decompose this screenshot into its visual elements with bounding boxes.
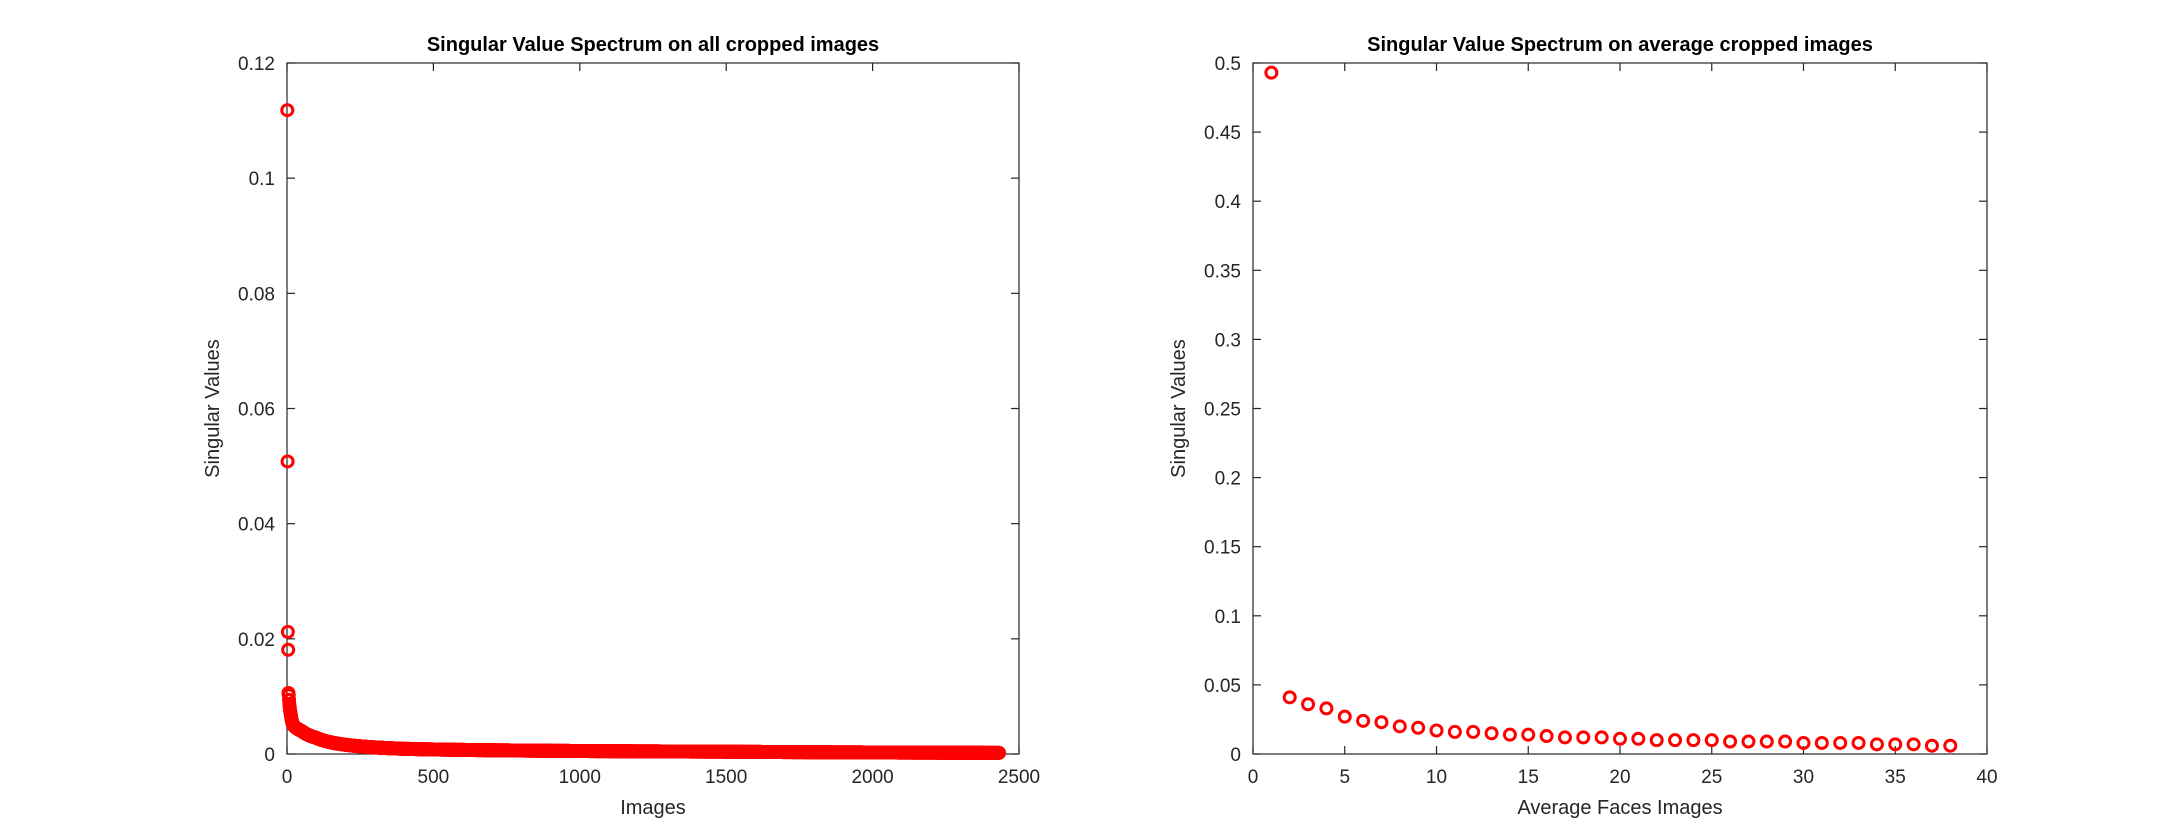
axis-ticks: 0 5 10 15 20 25 30 35 40 0 0.05 0.1 0.15 0.2 0.25 0.3 0.… [1204, 54, 1998, 788]
data-point [1337, 709, 1352, 724]
data-point [1924, 738, 1939, 753]
y-tick-label: 0.2 [1215, 469, 1241, 490]
x-tick-label: 20 [1609, 767, 1630, 788]
y-axis-label: Singular Values [202, 339, 224, 478]
data-point [1411, 720, 1426, 735]
y-tick-label: 0.4 [1215, 192, 1242, 213]
data-point [1264, 65, 1279, 80]
data-point [1668, 733, 1683, 748]
y-tick-label: 0.02 [238, 630, 275, 651]
data-point [1502, 727, 1517, 742]
data-point [1319, 701, 1334, 716]
x-tick-label: 25 [1701, 767, 1722, 788]
data-point [1686, 733, 1701, 748]
data-point [1539, 729, 1554, 744]
data-point [1741, 734, 1756, 749]
data-points [1264, 65, 1958, 753]
data-point [1869, 737, 1884, 752]
data-point [280, 624, 295, 639]
x-tick-label: 5 [1339, 767, 1350, 788]
y-tick-label: 0.12 [238, 54, 275, 75]
y-tick-label: 0.5 [1215, 54, 1241, 75]
x-tick-label: 15 [1518, 767, 1539, 788]
data-point [1704, 733, 1719, 748]
data-point [1374, 715, 1389, 730]
data-point [280, 454, 295, 469]
data-point [1906, 737, 1921, 752]
chart-all-cropped-images: Singular Value Spectrum on all cropped i… [202, 34, 1040, 819]
data-point [1447, 724, 1462, 739]
data-point [1649, 733, 1664, 748]
plot-area-frame [286, 62, 1020, 755]
data-point [1594, 730, 1609, 745]
data-point [1484, 726, 1499, 741]
data-point [281, 642, 296, 657]
data-point [1943, 738, 1958, 753]
y-tick-label: 0.06 [238, 400, 275, 421]
data-point [1814, 735, 1829, 750]
data-point [1833, 735, 1848, 750]
data-point [1613, 731, 1627, 746]
y-axis-label: Singular Values [1168, 339, 1190, 478]
y-tick-label: 0.1 [249, 169, 275, 190]
chart-average-cropped-images: Singular Value Spectrum on average cropp… [1168, 34, 1998, 819]
y-tick-label: 0 [264, 745, 275, 766]
data-point [1888, 737, 1903, 752]
x-tick-label: 2500 [998, 767, 1040, 788]
data-point [1521, 727, 1536, 742]
data-point [1392, 719, 1407, 734]
x-tick-label: 1000 [559, 767, 601, 788]
plot-area-frame [1252, 62, 1988, 755]
x-tick-label: 500 [418, 767, 450, 788]
data-point [1301, 697, 1316, 712]
y-tick-label: 0.15 [1204, 538, 1241, 559]
data-point [1466, 724, 1481, 739]
x-tick-label: 2000 [851, 767, 893, 788]
axis-ticks: 0 500 1000 1500 2000 2500 0 0.02 0.04 0.06 0.08 0.1… [238, 54, 1040, 788]
x-tick-label: 0 [1248, 767, 1259, 788]
y-tick-label: 0.3 [1215, 330, 1241, 351]
data-point [1576, 730, 1591, 745]
x-tick-label: 0 [282, 767, 293, 788]
x-tick-label: 10 [1426, 767, 1447, 788]
data-point [992, 745, 1007, 760]
y-tick-label: 0 [1230, 745, 1241, 766]
data-point [1631, 731, 1646, 746]
data-point [1778, 734, 1793, 749]
x-tick-label: 40 [1976, 767, 1997, 788]
y-tick-label: 0.05 [1204, 676, 1241, 697]
data-point [1759, 734, 1774, 749]
data-point [1557, 730, 1572, 745]
y-tick-label: 0.25 [1204, 400, 1241, 421]
y-tick-label: 0.45 [1204, 123, 1241, 144]
data-point [1282, 690, 1297, 705]
data-points [280, 103, 1007, 760]
y-tick-label: 0.35 [1204, 261, 1241, 282]
y-tick-label: 0.04 [238, 515, 275, 536]
chart-title: Singular Value Spectrum on all cropped i… [427, 34, 879, 56]
y-tick-label: 0.1 [1215, 607, 1241, 628]
data-point [1356, 713, 1371, 728]
x-tick-label: 30 [1793, 767, 1814, 788]
x-axis-label: Images [620, 797, 686, 819]
data-point [1723, 734, 1738, 749]
y-tick-label: 0.08 [238, 284, 275, 305]
x-tick-label: 1500 [705, 767, 747, 788]
x-axis-label: Average Faces Images [1517, 797, 1722, 819]
chart-title: Singular Value Spectrum on average cropp… [1367, 34, 1873, 56]
data-point [1796, 735, 1811, 750]
data-point [1851, 735, 1866, 750]
data-point [280, 103, 295, 118]
x-tick-label: 35 [1885, 767, 1906, 788]
data-point [1429, 723, 1444, 738]
